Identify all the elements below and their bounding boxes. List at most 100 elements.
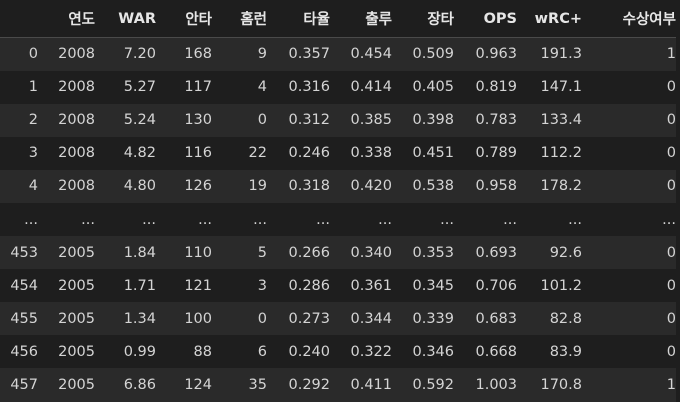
cell-avg: ... bbox=[316, 211, 330, 228]
cell-obp: 0.414 bbox=[350, 79, 392, 96]
cell-avg: 0.286 bbox=[288, 277, 330, 294]
cell-hits: 117 bbox=[184, 79, 212, 96]
cell-hits: ... bbox=[198, 211, 212, 228]
row-index: 453 bbox=[10, 244, 38, 261]
column-header-homeruns: 홈런 bbox=[212, 0, 267, 38]
cell-war: 0.99 bbox=[123, 343, 156, 360]
cell-award: 0 bbox=[666, 244, 676, 261]
cell-wrc: ... bbox=[568, 211, 582, 228]
cell-war: 5.27 bbox=[123, 79, 156, 96]
cell-year: ... bbox=[81, 211, 95, 228]
cell-avg: 0.312 bbox=[288, 112, 330, 129]
cell-award: 0 bbox=[666, 112, 676, 129]
cell-hits: 110 bbox=[184, 244, 212, 261]
table-row: 1 2008 5.27 117 4 0.316 0.414 0.405 0.819 147.1 0 bbox=[0, 70, 676, 104]
cell-hits: 88 bbox=[193, 343, 212, 360]
cell-year: 2005 bbox=[58, 376, 95, 393]
cell-award: 1 bbox=[666, 376, 676, 393]
table-row: 454 2005 1.71 121 3 0.286 0.361 0.345 0.706 101.2… bbox=[0, 269, 676, 303]
cell-obp: 0.344 bbox=[350, 310, 392, 327]
cell-obp: 0.338 bbox=[350, 145, 392, 162]
cell-war: 1.84 bbox=[123, 244, 156, 261]
cell-slg: 0.451 bbox=[412, 145, 454, 162]
column-header-slg: 장타 bbox=[392, 0, 454, 38]
cell-ops: 0.783 bbox=[475, 112, 517, 129]
cell-avg: 0.357 bbox=[288, 46, 330, 63]
cell-year: 2005 bbox=[58, 310, 95, 327]
table-row: 2 2008 5.24 130 0 0.312 0.385 0.398 0.783 133.4 0 bbox=[0, 103, 676, 137]
cell-wrc: 191.3 bbox=[540, 46, 582, 63]
row-index: ... bbox=[24, 211, 38, 228]
cell-homeruns: 9 bbox=[257, 46, 267, 63]
cell-year: 2008 bbox=[58, 145, 95, 162]
cell-award: 0 bbox=[666, 277, 676, 294]
cell-obp: ... bbox=[378, 211, 392, 228]
cell-wrc: 92.6 bbox=[549, 244, 582, 261]
cell-wrc: 133.4 bbox=[540, 112, 582, 129]
cell-award: 0 bbox=[666, 178, 676, 195]
cell-slg: ... bbox=[440, 211, 454, 228]
cell-wrc: 101.2 bbox=[540, 277, 582, 294]
cell-obp: 0.361 bbox=[350, 277, 392, 294]
cell-hits: 100 bbox=[184, 310, 212, 327]
cell-slg: 0.353 bbox=[412, 244, 454, 261]
cell-slg: 0.538 bbox=[412, 178, 454, 195]
cell-slg: 0.339 bbox=[412, 310, 454, 327]
column-header-war: WAR bbox=[95, 0, 156, 38]
cell-war: ... bbox=[142, 211, 156, 228]
cell-avg: 0.246 bbox=[288, 145, 330, 162]
column-header-year: 연도 bbox=[38, 0, 95, 38]
cell-award: 0 bbox=[666, 145, 676, 162]
table-row: 456 2005 0.99 88 6 0.240 0.322 0.346 0.668 83.9 0 bbox=[0, 335, 676, 369]
cell-award: 0 bbox=[666, 310, 676, 327]
table-body: 0 2008 7.20 168 9 0.357 0.454 0.509 0.963 191.3 1 1… bbox=[0, 37, 676, 402]
cell-award: 0 bbox=[666, 79, 676, 96]
cell-homeruns: 0 bbox=[257, 310, 267, 327]
row-index: 455 bbox=[10, 310, 38, 327]
cell-award: 0 bbox=[666, 343, 676, 360]
table-row: 453 2005 1.84 110 5 0.266 0.340 0.353 0.693 92.6 0 bbox=[0, 236, 676, 270]
cell-avg: 0.316 bbox=[288, 79, 330, 96]
cell-war: 1.34 bbox=[123, 310, 156, 327]
cell-homeruns: 35 bbox=[248, 376, 267, 393]
index-header bbox=[0, 0, 38, 38]
cell-hits: 130 bbox=[184, 112, 212, 129]
table-row: 0 2008 7.20 168 9 0.357 0.454 0.509 0.963 191.3 1 bbox=[0, 37, 676, 71]
cell-wrc: 83.9 bbox=[549, 343, 582, 360]
cell-hits: 116 bbox=[184, 145, 212, 162]
cell-wrc: 112.2 bbox=[540, 145, 582, 162]
table-row: 457 2005 6.86 124 35 0.292 0.411 0.592 1.003 170.… bbox=[0, 368, 676, 402]
cell-slg: 0.509 bbox=[412, 46, 454, 63]
table-row: 4 2008 4.80 126 19 0.318 0.420 0.538 0.958 178.2 0 bbox=[0, 169, 676, 203]
cell-obp: 0.322 bbox=[350, 343, 392, 360]
cell-avg: 0.273 bbox=[288, 310, 330, 327]
cell-obp: 0.411 bbox=[350, 376, 392, 393]
column-header-ops: OPS bbox=[454, 0, 517, 38]
cell-hits: 168 bbox=[184, 46, 212, 63]
cell-award: 1 bbox=[666, 46, 676, 63]
column-header-wrc: wRC+ bbox=[517, 0, 582, 38]
row-index: 0 bbox=[28, 46, 38, 63]
cell-slg: 0.592 bbox=[412, 376, 454, 393]
cell-war: 6.86 bbox=[123, 376, 156, 393]
cell-obp: 0.340 bbox=[350, 244, 392, 261]
cell-year: 2008 bbox=[58, 112, 95, 129]
cell-hits: 121 bbox=[184, 277, 212, 294]
cell-wrc: 170.8 bbox=[540, 376, 582, 393]
cell-slg: 0.346 bbox=[412, 343, 454, 360]
cell-year: 2008 bbox=[58, 178, 95, 195]
cell-ops: 0.963 bbox=[475, 46, 517, 63]
cell-ops: 0.789 bbox=[475, 145, 517, 162]
cell-year: 2005 bbox=[58, 244, 95, 261]
column-header-obp: 출루 bbox=[330, 0, 392, 38]
row-index: 2 bbox=[28, 112, 38, 129]
cell-homeruns: 19 bbox=[248, 178, 267, 195]
cell-ops: ... bbox=[503, 211, 517, 228]
table-row: 3 2008 4.82 116 22 0.246 0.338 0.451 0.789 112.2 0 bbox=[0, 136, 676, 170]
cell-wrc: 82.8 bbox=[549, 310, 582, 327]
row-index: 456 bbox=[10, 343, 38, 360]
cell-wrc: 178.2 bbox=[540, 178, 582, 195]
row-index: 3 bbox=[28, 145, 38, 162]
cell-avg: 0.266 bbox=[288, 244, 330, 261]
